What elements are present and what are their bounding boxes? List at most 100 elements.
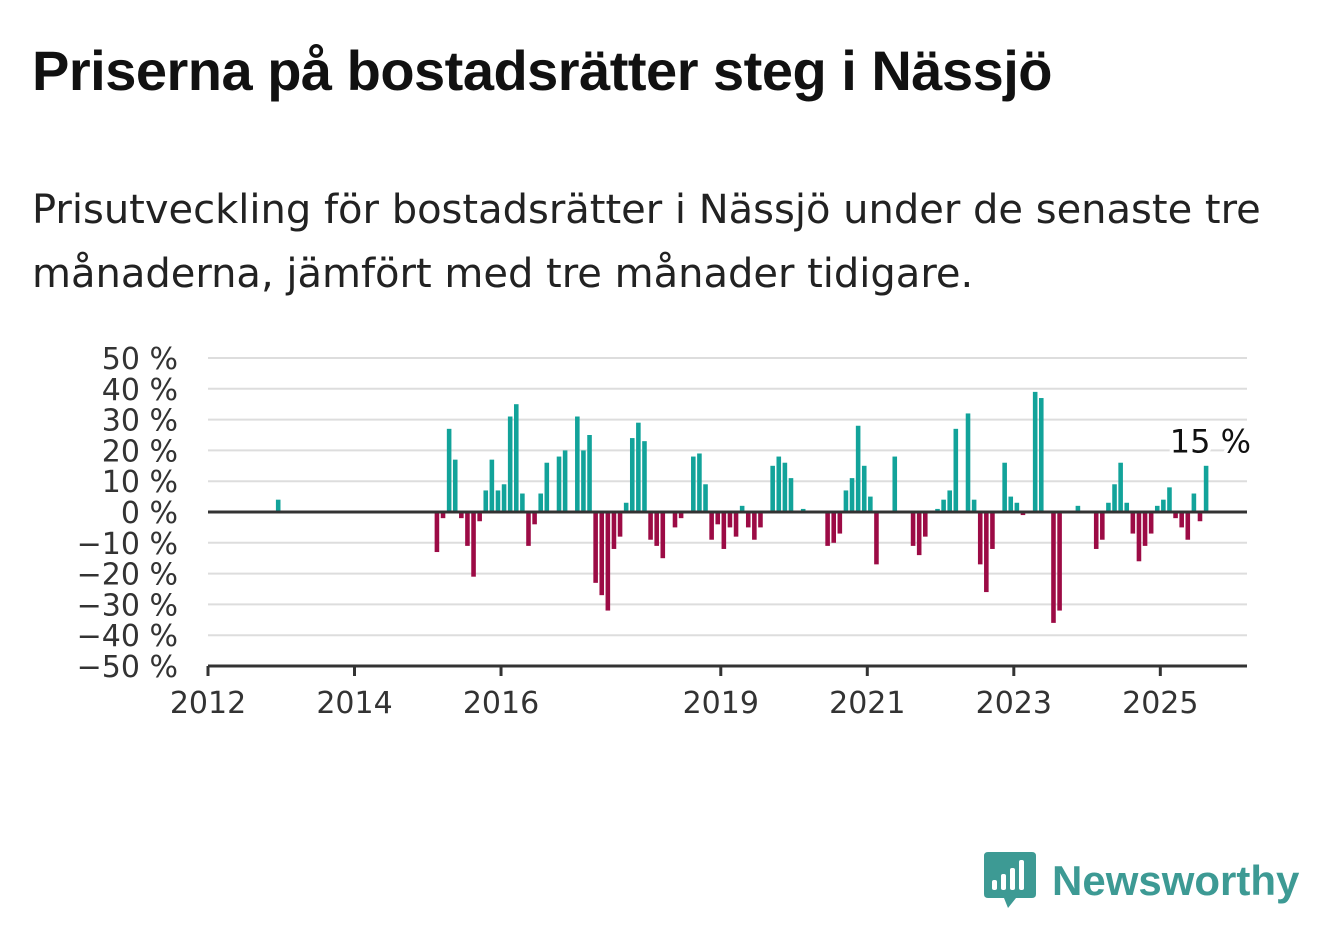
bar [916,512,922,556]
bar [855,425,861,512]
bar [770,465,775,512]
axes [206,510,1247,676]
bar [1051,512,1056,623]
bar [752,512,757,540]
bar [459,512,464,519]
y-tick-label: −30 % [77,588,178,623]
bar [1118,462,1123,512]
bar [520,493,525,512]
x-tick-label: 2021 [829,686,905,721]
bar [782,462,788,512]
bar [1020,512,1026,516]
bar [471,512,476,577]
y-tick-label: −10 % [77,527,178,562]
bar [544,462,550,512]
bar [831,512,837,543]
bar [587,435,592,512]
bar [1002,462,1007,512]
bar [593,512,598,583]
bar [605,512,611,611]
newsworthy-wordmark: Newsworthy [1052,857,1300,904]
bar [275,499,281,512]
latest-value-label: 15 % [1170,422,1251,460]
bar [892,456,898,512]
bar [1038,398,1044,512]
bar [1057,512,1062,611]
bar [1093,512,1099,549]
bar [849,478,855,512]
y-tick-label: 10 % [102,465,178,500]
bar [697,453,702,512]
bar [1197,512,1203,522]
bar [1185,512,1191,540]
bar [868,496,873,512]
annotations: 15 % [1166,418,1255,464]
bar [1142,512,1148,546]
x-tick-label: 2016 [463,686,539,721]
chart-title: Priserna på bostadsrätter steg i Nässjö [32,39,1053,102]
bar [947,490,952,512]
newsworthy-logo: Newsworthy [980,850,1299,912]
bar [715,512,721,525]
bar [526,512,531,546]
bar [874,512,879,565]
bar [971,499,977,512]
bar [721,512,727,549]
bar [977,512,983,565]
bar [788,478,794,512]
bar [465,512,470,546]
newsworthy-logo-icon [984,852,1036,908]
y-tick-label: 0 % [121,496,178,531]
bar [910,512,916,546]
bar [984,512,989,593]
y-tick-label: 30 % [102,404,178,439]
bar [532,512,537,525]
bar [629,438,635,512]
bar [636,422,641,512]
bar [1161,499,1166,512]
bar [477,512,482,522]
bar [562,450,568,512]
bar [733,512,739,537]
bar [1136,512,1142,562]
bar [672,512,678,528]
bar [739,505,745,512]
chart-subtitle: Prisutveckling för bostadsrätter i Nässj… [32,187,1261,297]
x-tick-label: 2019 [683,686,759,721]
bar [654,512,659,546]
bar [538,493,543,512]
bar [489,459,495,512]
bar [501,484,507,512]
bar [1173,512,1178,519]
x-tick-label: 2012 [170,686,246,721]
bar [446,428,452,512]
y-tick-label: 50 % [102,342,178,377]
bar [1100,512,1105,540]
bar [691,456,696,512]
bar [935,508,940,512]
bar [1032,391,1038,512]
bar [440,512,446,519]
y-tick-label: −50 % [77,650,178,685]
bar [452,459,458,512]
bar [556,456,562,512]
bars [275,391,1209,623]
bar [1191,493,1197,512]
bar [483,490,489,512]
bar [745,512,751,528]
bar [617,512,623,537]
bar [965,413,971,512]
bar [837,512,843,534]
bar [953,428,959,512]
bar [581,450,586,512]
bar [990,512,995,549]
bar [575,416,580,512]
bar [507,416,513,512]
bar [1008,496,1014,512]
x-tick-label: 2014 [316,686,392,721]
bar [709,512,714,540]
y-tick-label: −40 % [77,619,178,654]
bar [642,441,647,512]
y-tick-label: 40 % [102,373,178,408]
bar [758,512,763,528]
